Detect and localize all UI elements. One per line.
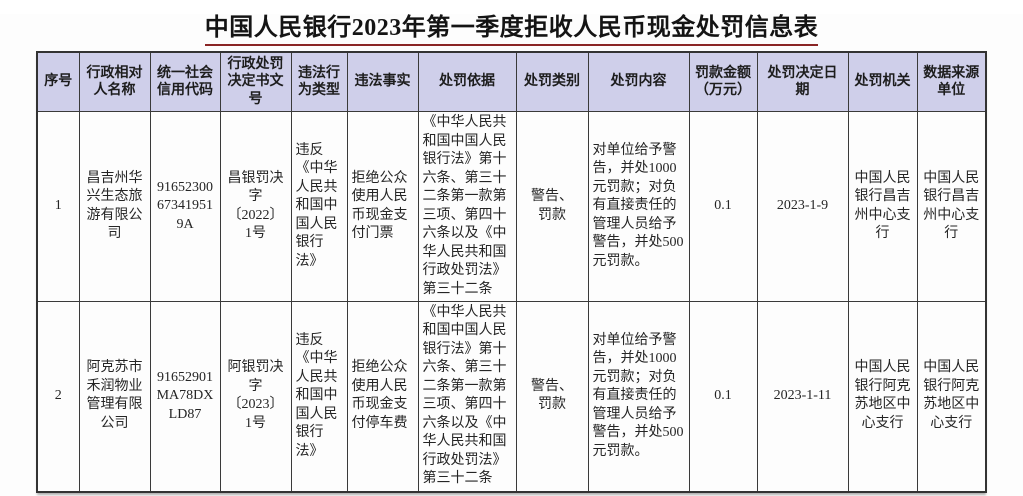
page-title: 中国人民银行2023年第一季度拒收人民币现金处罚信息表	[0, 14, 1023, 46]
col-header-violation-fact: 违法事实	[346, 51, 419, 113]
col-header-party-name: 行政相对人名称	[78, 51, 151, 113]
penalty-info-page: 中国人民银行2023年第一季度拒收人民币现金处罚信息表 序号 行政相对人名称 统…	[0, 14, 1023, 496]
col-header-decision-doc-no: 行政处罚决定书文号	[219, 51, 292, 113]
cell-serial-number: 2	[36, 300, 80, 493]
cell-party-name: 阿克苏市禾润物业管理有限公司	[78, 300, 151, 493]
col-header-decision-date: 处罚决定日期	[756, 51, 849, 113]
cell-violation-type: 违反《中华人民共和国中国人民银行法》	[290, 300, 348, 493]
cell-credit-code: 91652901MA78DXLD87	[149, 300, 221, 493]
col-header-penalty-category: 处罚类别	[515, 51, 589, 113]
cell-decision-date: 2023-1-9	[756, 111, 849, 302]
cell-party-name: 昌吉州华兴生态旅游有限公司	[78, 111, 151, 302]
cell-decision-doc-no: 阿银罚决字〔2023〕1号	[219, 300, 292, 493]
cell-serial-number: 1	[36, 111, 80, 302]
col-header-penalty-basis: 处罚依据	[417, 51, 517, 113]
cell-penalty-authority: 中国人民银行阿克苏地区中心支行	[847, 300, 918, 493]
table-row: 2 阿克苏市禾润物业管理有限公司 91652901MA78DXLD87 阿银罚决…	[36, 300, 987, 493]
col-header-credit-code: 统一社会信用代码	[149, 51, 221, 113]
cell-violation-fact: 拒绝公众使用人民币现金支付门票	[346, 111, 419, 302]
col-header-serial: 序号	[36, 51, 80, 113]
cell-penalty-category: 警告、罚款	[515, 111, 589, 302]
cell-fine-amount: 0.1	[688, 300, 758, 493]
cell-data-source: 中国人民银行阿克苏地区中心支行	[916, 300, 987, 493]
cell-violation-type: 违反《中华人民共和国中国人民银行法》	[290, 111, 348, 302]
cell-penalty-category: 警告、罚款	[515, 300, 589, 493]
cell-fine-amount: 0.1	[688, 111, 758, 302]
table-header-row: 序号 行政相对人名称 统一社会信用代码 行政处罚决定书文号 违法行为类型 违法事…	[36, 51, 987, 113]
cell-violation-fact: 拒绝公众使用人民币现金支付停车费	[346, 300, 419, 493]
cell-credit-code: 91652300673419519A	[149, 111, 221, 302]
page-title-text: 中国人民银行2023年第一季度拒收人民币现金处罚信息表	[204, 14, 819, 46]
cell-penalty-content: 对单位给予警告，并处1000元罚款；对负有直接责任的管理人员给予警告，并处500…	[587, 111, 690, 302]
cell-decision-date: 2023-1-11	[756, 300, 849, 493]
cell-penalty-authority: 中国人民银行昌吉州中心支行	[847, 111, 918, 302]
col-header-fine-amount: 罚款金额（万元）	[688, 51, 758, 113]
cell-penalty-content: 对单位给予警告，并处1000元罚款；对负有直接责任的管理人员给予警告，并处500…	[587, 300, 690, 493]
col-header-penalty-content: 处罚内容	[587, 51, 690, 113]
col-header-data-source: 数据来源单位	[916, 51, 987, 113]
col-header-violation-type: 违法行为类型	[290, 51, 348, 113]
penalty-table: 序号 行政相对人名称 统一社会信用代码 行政处罚决定书文号 违法行为类型 违法事…	[36, 50, 987, 493]
table-row: 1 昌吉州华兴生态旅游有限公司 91652300673419519A 昌银罚决字…	[36, 111, 987, 302]
cell-penalty-basis: 《中华人民共和国中国人民银行法》第十六条、第三十二条第一款第三项、第四十六条以及…	[417, 300, 517, 493]
cell-decision-doc-no: 昌银罚决字〔2022〕1号	[219, 111, 292, 302]
cell-data-source: 中国人民银行昌吉州中心支行	[916, 111, 987, 302]
cell-penalty-basis: 《中华人民共和国中国人民银行法》第十六条、第三十二条第一款第三项、第四十六条以及…	[417, 111, 517, 302]
col-header-penalty-authority: 处罚机关	[847, 51, 918, 113]
